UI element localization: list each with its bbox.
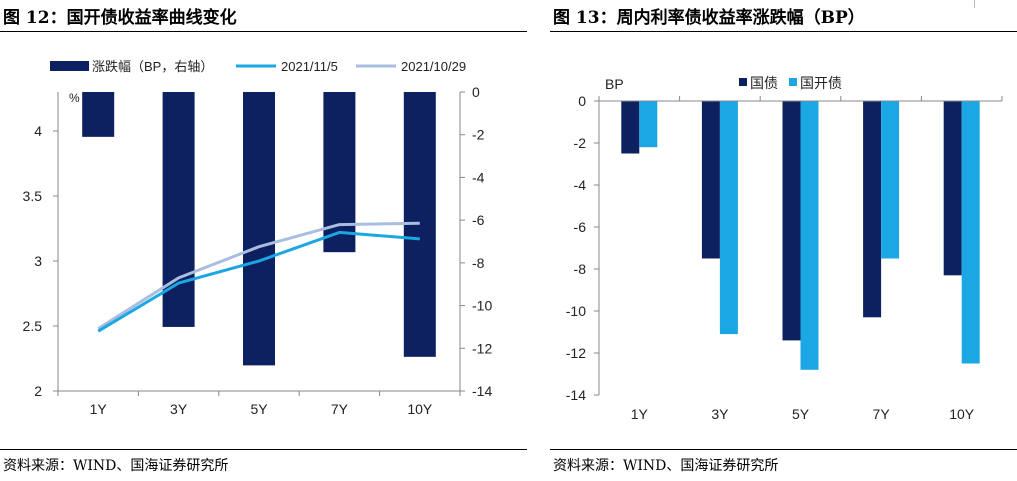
- right-chart-x-tick-label: 10Y: [949, 406, 975, 422]
- right-y-tick-label: -14: [472, 383, 492, 399]
- right-header-rule: [550, 31, 1017, 32]
- right-footer-rule: [550, 449, 1017, 450]
- right-bar-国债-3Y: [701, 101, 720, 259]
- left-y-tick-label: 3: [34, 253, 42, 269]
- left-x-tick-label: 7Y: [331, 401, 349, 417]
- left-x-tick-label: 3Y: [170, 401, 188, 417]
- right-bar-国债-5Y: [782, 101, 801, 341]
- left-source-note: 资料来源：WIND、国海证券研究所: [3, 458, 229, 474]
- right-chart-unit-label: BP: [605, 76, 624, 92]
- legend-swatch-guozhai: [739, 78, 747, 86]
- right-y-tick-label: 0: [472, 84, 480, 100]
- right-chart-x-tick-label: 7Y: [873, 406, 891, 422]
- right-y-tick-label: -12: [472, 340, 492, 356]
- right-y-tick-label: -2: [472, 127, 485, 143]
- right-source-note: 资料来源：WIND、国海证券研究所: [553, 458, 779, 474]
- left-y-tick-label: 3.5: [23, 188, 43, 204]
- right-bar-国开债-1Y: [639, 101, 658, 148]
- right-y-tick-label: -4: [472, 169, 485, 185]
- right-y-tick-label: -10: [472, 298, 492, 314]
- left-x-tick-label: 5Y: [250, 401, 268, 417]
- right-bar-国开债-5Y: [800, 101, 819, 370]
- legend-label-line-2: 2021/10/29: [401, 59, 466, 74]
- right-chart: 0 -2 -4 -6 -8 -10 -12 -14 1Y 3Y 5Y 7Y 10Y BP 国债 国开债: [566, 75, 1003, 422]
- corner-mark: [974, 0, 975, 8]
- left-y-tick-label: 4: [34, 123, 42, 139]
- legend-label-guozhai: 国债: [750, 75, 778, 91]
- right-chart-y-tick-label: -6: [574, 219, 587, 235]
- legend-label-guokaizhai: 国开债: [800, 75, 842, 91]
- legend-swatch-guokaizhai: [789, 78, 797, 86]
- right-bar-国开债-3Y: [719, 101, 738, 335]
- right-bar-国开债-10Y: [961, 101, 980, 364]
- legend-label-line-1: 2021/11/5: [281, 59, 338, 74]
- right-chart-y-tick-label: -4: [574, 177, 587, 193]
- left-x-tick-label: 10Y: [407, 401, 433, 417]
- right-chart-y-tick-label: 0: [578, 93, 586, 109]
- right-chart-y-tick-label: -8: [574, 261, 587, 277]
- right-bar-国债-1Y: [621, 101, 640, 154]
- left-y-tick-label: 2: [34, 383, 42, 399]
- left-header-rule: [0, 31, 527, 32]
- left-footer-rule: [0, 449, 527, 450]
- line-series-2021-11-5: [97, 230, 420, 333]
- right-chart-y-tick-label: -2: [574, 135, 587, 151]
- left-bar-5Y: [243, 92, 275, 366]
- right-bar-国开债-7Y: [881, 101, 900, 259]
- right-chart-x-tick-label: 1Y: [631, 406, 649, 422]
- left-x-tick-label: 1Y: [90, 401, 108, 417]
- right-bar-国债-10Y: [943, 101, 962, 276]
- left-unit-label: %: [69, 91, 80, 105]
- legend-swatch-bar: [50, 61, 89, 71]
- right-chart-x-tick-label: 3Y: [711, 406, 729, 422]
- line-series-2021-10-29: [97, 221, 420, 330]
- left-chart-title: 图 12：国开债收益率曲线变化: [3, 8, 237, 28]
- left-chart: 2 2.5 3 3.5 4% 0 -2 -4 -6 -8 -10 -12 -14 1Y 3Y 5Y 7Y 10Y 涨…: [23, 59, 493, 417]
- right-y-tick-label: -8: [472, 255, 485, 271]
- left-bar-1Y: [82, 92, 115, 137]
- left-y-tick-label: 2.5: [23, 318, 43, 334]
- right-chart-title: 图 13：周内利率债收益率涨跌幅（BP）: [553, 8, 865, 28]
- right-chart-x-tick-label: 5Y: [792, 406, 810, 422]
- right-bar-国债-7Y: [863, 101, 882, 318]
- right-chart-y-tick-label: -12: [566, 345, 586, 361]
- right-chart-y-tick-label: -14: [566, 387, 586, 403]
- right-chart-y-tick-label: -10: [566, 303, 586, 319]
- right-y-tick-label: -6: [472, 212, 485, 228]
- legend-label-bar: 涨跌幅（BP，右轴）: [92, 59, 213, 74]
